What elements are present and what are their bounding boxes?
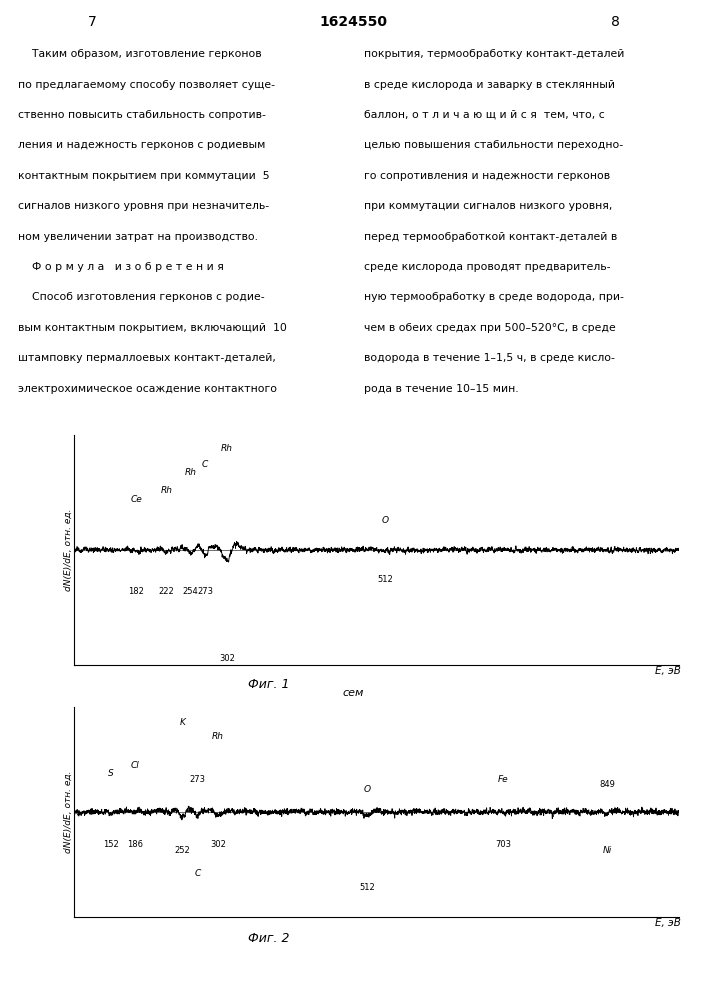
Text: при коммутации сигналов низкого уровня,: при коммутации сигналов низкого уровня,	[364, 201, 612, 211]
Text: E, эВ: E, эВ	[655, 918, 681, 928]
Text: 8: 8	[611, 15, 619, 29]
Text: сигналов низкого уровня при незначитель-: сигналов низкого уровня при незначитель-	[18, 201, 269, 211]
Text: ления и надежность герконов с родиевым: ления и надежность герконов с родиевым	[18, 140, 265, 150]
Text: Фиг. 2: Фиг. 2	[248, 932, 289, 945]
Text: го сопротивления и надежности герконов: го сопротивления и надежности герконов	[364, 171, 610, 181]
Text: 302: 302	[210, 840, 226, 849]
Text: 186: 186	[127, 840, 144, 849]
Text: контактным покрытием при коммутации  5: контактным покрытием при коммутации 5	[18, 171, 269, 181]
Text: Fe: Fe	[498, 775, 508, 784]
Text: Rh: Rh	[212, 732, 224, 741]
Text: вым контактным покрытием, включающий  10: вым контактным покрытием, включающий 10	[18, 323, 286, 333]
Text: баллон, о т л и ч а ю щ и й с я  тем, что, с: баллон, о т л и ч а ю щ и й с я тем, что…	[364, 110, 605, 120]
Text: C: C	[194, 869, 200, 878]
Text: 1624550: 1624550	[320, 15, 387, 29]
Text: ном увеличении затрат на производство.: ном увеличении затрат на производство.	[18, 232, 257, 242]
Text: 273: 273	[189, 775, 205, 784]
Text: 152: 152	[103, 840, 119, 849]
Text: Ф о р м у л а   и з о б р е т е н и я: Ф о р м у л а и з о б р е т е н и я	[18, 262, 223, 272]
Text: Таким образом, изготовление герконов: Таким образом, изготовление герконов	[18, 49, 262, 59]
Text: 254: 254	[182, 587, 199, 596]
Y-axis label: dN(E)/dE, отн. ед.: dN(E)/dE, отн. ед.	[64, 771, 73, 853]
Text: 512: 512	[378, 575, 393, 584]
Text: ную термообработку в среде водорода, при-: ную термообработку в среде водорода, при…	[364, 292, 624, 302]
Text: среде кислорода проводят предваритель-: среде кислорода проводят предваритель-	[364, 262, 611, 272]
Text: C: C	[201, 460, 208, 469]
Text: 252: 252	[175, 846, 190, 855]
Text: целью повышения стабильности переходно-: целью повышения стабильности переходно-	[364, 140, 624, 150]
Text: Ni: Ni	[602, 846, 612, 855]
Text: Ce: Ce	[130, 495, 142, 504]
Text: K: K	[180, 718, 185, 727]
Text: Cl: Cl	[131, 761, 140, 770]
Text: сем: сем	[343, 688, 364, 698]
Text: Фиг. 1: Фиг. 1	[248, 678, 289, 691]
Text: 302: 302	[219, 654, 235, 663]
Text: рода в течение 10–15 мин.: рода в течение 10–15 мин.	[364, 384, 519, 394]
Text: 849: 849	[599, 780, 615, 789]
Y-axis label: dN(E)/dE, отн. ед.: dN(E)/dE, отн. ед.	[64, 509, 73, 591]
Text: перед термообработкой контакт-деталей в: перед термообработкой контакт-деталей в	[364, 232, 617, 242]
Text: 273: 273	[197, 587, 213, 596]
Text: в среде кислорода и заварку в стеклянный: в среде кислорода и заварку в стеклянный	[364, 80, 615, 90]
Text: водорода в течение 1–1,5 ч, в среде кисло-: водорода в течение 1–1,5 ч, в среде кисл…	[364, 353, 615, 363]
Text: Способ изготовления герконов с родие-: Способ изготовления герконов с родие-	[18, 292, 264, 302]
Text: по предлагаемому способу позволяет суще-: по предлагаемому способу позволяет суще-	[18, 80, 275, 90]
Text: ственно повысить стабильность сопротив-: ственно повысить стабильность сопротив-	[18, 110, 266, 120]
Text: покрытия, термообработку контакт-деталей: покрытия, термообработку контакт-деталей	[364, 49, 624, 59]
Text: Rh: Rh	[221, 444, 233, 453]
Text: E, эВ: E, эВ	[655, 666, 681, 676]
Text: 7: 7	[88, 15, 96, 29]
Text: Rh: Rh	[185, 468, 197, 477]
Text: чем в обеих средах при 500–520°С, в среде: чем в обеих средах при 500–520°С, в сред…	[364, 323, 616, 333]
Text: 222: 222	[158, 587, 175, 596]
Text: электрохимическое осаждение контактного: электрохимическое осаждение контактного	[18, 384, 276, 394]
Text: 703: 703	[495, 840, 511, 849]
Text: 182: 182	[128, 587, 144, 596]
Text: 512: 512	[359, 883, 375, 892]
Text: O: O	[363, 785, 370, 794]
Text: Rh: Rh	[160, 486, 173, 495]
Text: O: O	[382, 516, 389, 525]
Text: штамповку пермаллоевых контакт-деталей,: штамповку пермаллоевых контакт-деталей,	[18, 353, 276, 363]
Text: S: S	[108, 769, 114, 778]
